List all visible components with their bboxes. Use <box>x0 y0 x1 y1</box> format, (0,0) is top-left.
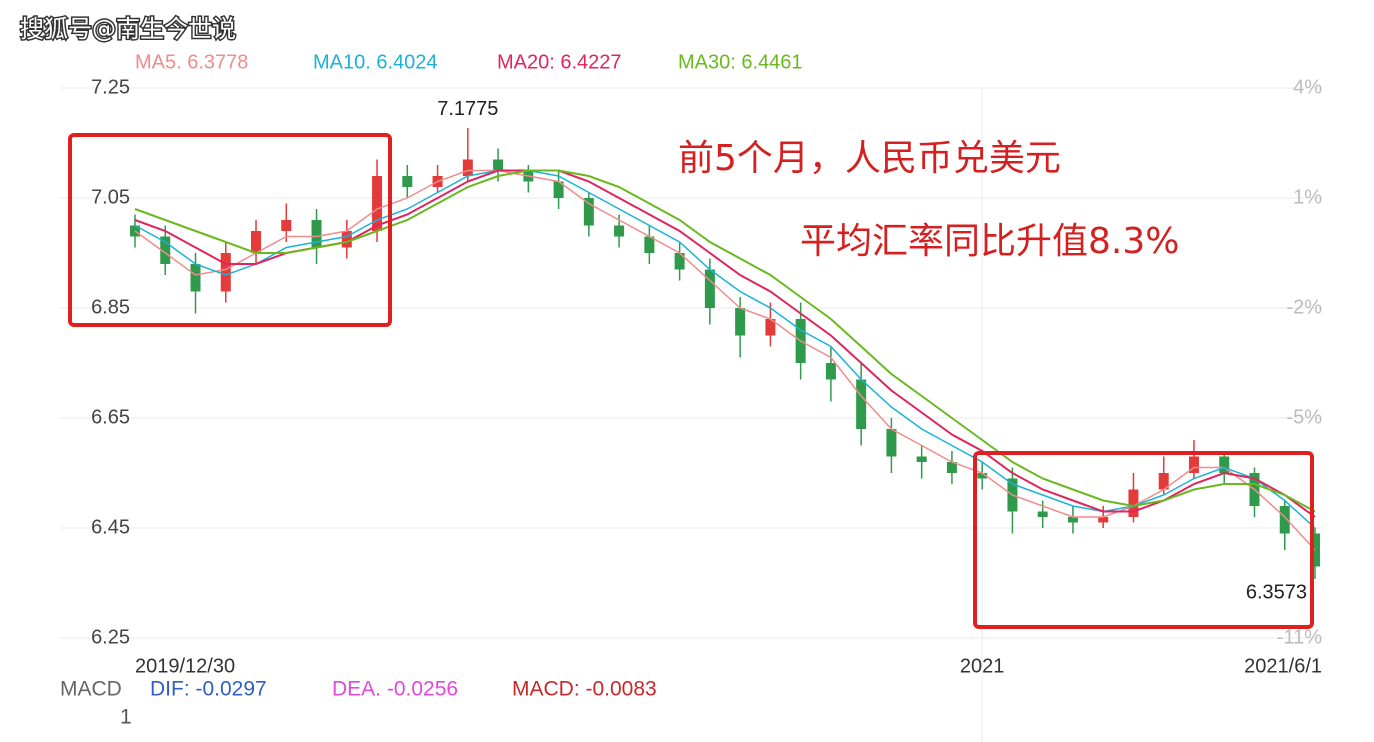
y2-tick-label: -2% <box>1286 296 1322 318</box>
macd-item: DIF: -0.0297 <box>150 678 267 701</box>
grid <box>60 87 1322 742</box>
y-tick-label: 6.65 <box>91 406 130 428</box>
candle-body <box>825 363 836 380</box>
candle-body <box>402 176 413 187</box>
candle-body <box>946 462 957 473</box>
candle-body <box>1279 506 1290 534</box>
macd-scale-label: 1 <box>120 706 132 729</box>
candle-body <box>614 225 625 237</box>
macd-item: DEA. -0.0256 <box>332 678 458 701</box>
y2-tick-label: 4% <box>1293 76 1322 98</box>
candle-body <box>1219 456 1230 473</box>
candle-body <box>1188 456 1199 473</box>
legend-entry: MA10. 6.4024 <box>313 51 438 73</box>
candle-body <box>372 176 383 231</box>
highlight-box <box>68 133 392 327</box>
annotation: 平均汇率同比升值8.3% <box>800 221 1179 262</box>
candle-body <box>765 319 776 336</box>
candle-body <box>1158 473 1169 490</box>
y-tick-label: 6.25 <box>91 626 130 648</box>
watermark: 搜狐号@南生今世说 <box>20 15 236 43</box>
max-label: 7.1775 <box>437 98 498 120</box>
ma-line <box>134 169 1316 513</box>
candle-body <box>281 220 292 231</box>
macd-item: MACD: -0.0083 <box>512 678 657 701</box>
plot <box>130 127 1320 579</box>
x-tick-label: 2021/6/1 <box>1244 655 1322 677</box>
candle-body <box>1067 517 1078 523</box>
ma-line <box>134 169 1316 529</box>
candle-body <box>583 198 594 226</box>
legend-entry: MA5. 6.3778 <box>135 51 248 73</box>
candle-body <box>341 231 352 248</box>
highlight-box <box>973 451 1314 629</box>
candle-body <box>462 159 473 176</box>
y-tick-label: 6.85 <box>91 296 130 318</box>
candle-body <box>220 253 231 292</box>
candle-body <box>553 181 564 198</box>
candle-body <box>735 308 746 336</box>
candle-body <box>190 264 201 292</box>
x-tick-label: 2021 <box>960 655 1005 677</box>
candle-body <box>916 456 927 462</box>
y-tick-label: 7.05 <box>91 186 130 208</box>
candle-body <box>311 220 322 248</box>
candle-body <box>704 269 715 308</box>
candle-body <box>977 473 988 479</box>
candle-body <box>1128 489 1139 517</box>
y2-tick-label: -5% <box>1286 406 1322 428</box>
y2-tick-label: 1% <box>1293 186 1322 208</box>
y2-tick-label: -11% <box>1277 626 1322 648</box>
x-tick-label: 2019/12/30 <box>135 655 235 677</box>
candle-body <box>644 236 655 253</box>
legend-entry: MA30: 6.4461 <box>678 51 803 73</box>
candle-body <box>493 159 504 171</box>
candle-body <box>160 236 171 264</box>
min-label: 6.3573 <box>1246 581 1307 603</box>
candle-body <box>251 231 262 253</box>
y-tick-label: 6.45 <box>91 516 130 538</box>
annotation: 前5个月，人民币兑美元 <box>678 138 1061 179</box>
macd-label: MACD <box>60 678 122 701</box>
candle-body <box>674 253 685 270</box>
candle-body <box>1037 511 1048 517</box>
candle-body <box>1098 517 1109 523</box>
candle-body <box>856 379 867 429</box>
y-tick-label: 7.25 <box>91 76 130 98</box>
candle-body <box>886 429 897 457</box>
legend-entry: MA20: 6.4227 <box>497 51 622 73</box>
